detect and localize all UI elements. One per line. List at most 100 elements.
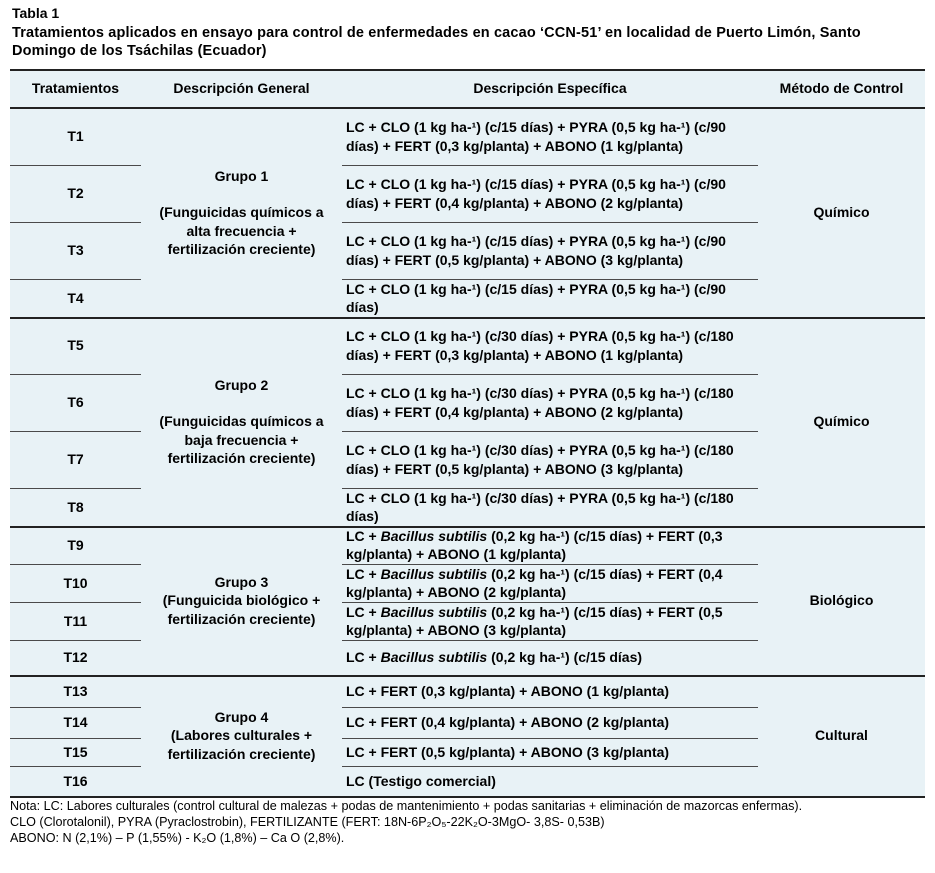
table-rule: [342, 488, 758, 489]
group-cell: Grupo 4 (Labores culturales + fertilizac…: [141, 675, 342, 796]
organism-name: Bacillus subtilis: [380, 649, 488, 666]
description-cell: LC + CLO (1 kg ha-¹) (c/30 días) + PYRA …: [342, 431, 758, 488]
group-detail: (Funguicidas químicos a baja frecuencia …: [159, 413, 324, 466]
table-rule: [10, 796, 925, 798]
table-rule: [342, 738, 758, 739]
table-rule: [10, 69, 925, 71]
table-rule: [10, 165, 141, 166]
table-rule: [342, 431, 758, 432]
treatment-label: T10: [63, 574, 88, 591]
description-prefix: LC +: [346, 603, 381, 620]
table-rule: [10, 640, 141, 641]
method-cell: Químico: [813, 204, 870, 221]
treatment-label: T7: [67, 451, 84, 468]
description-text: LC + FERT (0,5 kg/planta) + ABONO (3 kg/…: [346, 743, 670, 760]
header-descripcion-especifica: Descripción Específica: [473, 79, 627, 96]
treatment-label: T13: [63, 682, 88, 699]
method-cell: Biológico: [809, 592, 874, 609]
method-cell: Cultural: [815, 727, 868, 744]
treatment-label: T12: [63, 649, 88, 666]
table-notes: Nota: LC: Labores culturales (control cu…: [10, 798, 925, 846]
group-detail: (Funguicida biológico + fertilización cr…: [162, 592, 321, 627]
treatment-label: T15: [63, 743, 88, 760]
note-line: CLO (Clorotalonil), PYRA (Pyraclostrobin…: [10, 815, 605, 829]
treatment-label: T6: [67, 394, 84, 411]
organism-name: Bacillus subtilis: [380, 527, 488, 544]
method-cell: Químico: [813, 413, 870, 430]
description-cell: LC + CLO (1 kg ha-¹) (c/30 días) + PYRA …: [342, 374, 758, 431]
table-rule: [10, 374, 141, 375]
description-cell: LC + Bacillus subtilis (0,2 kg ha-¹) (c/…: [342, 564, 758, 602]
table-rule: [10, 707, 141, 708]
description-text: LC + Bacillus subtilis (0,2 kg ha-¹) (c/…: [346, 648, 642, 667]
group-name: Grupo 2: [214, 376, 269, 393]
table-rule: [342, 279, 758, 280]
group-detail: (Funguicidas químicos a alta frecuencia …: [159, 204, 324, 257]
group-name: Grupo 3: [214, 573, 269, 590]
table-rule: [10, 222, 141, 223]
table-rule: [342, 707, 758, 708]
description-text: LC + CLO (1 kg ha-¹) (c/30 días) + PYRA …: [346, 489, 734, 525]
table-rule: [10, 317, 925, 319]
organism-name: Bacillus subtilis: [380, 603, 488, 620]
treatment-label: T9: [67, 536, 84, 553]
description-cell: LC + CLO (1 kg ha-¹) (c/15 días) + PYRA …: [342, 222, 758, 279]
description-cell: LC + CLO (1 kg ha-¹) (c/15 días) + PYRA …: [342, 279, 758, 317]
description-cell: LC + FERT (0,3 kg/planta) + ABONO (1 kg/…: [342, 675, 758, 707]
group-cell: Grupo 3 (Funguicida biológico + fertiliz…: [141, 526, 342, 675]
table-rule: [342, 640, 758, 641]
header-metodo-control: Método de Control: [779, 79, 904, 96]
treatments-table: Tratamientos Descripción General Descrip…: [10, 69, 925, 798]
table-rule: [342, 374, 758, 375]
description-text: LC + CLO (1 kg ha-¹) (c/30 días) + PYRA …: [346, 442, 734, 477]
table-caption: Tratamientos aplicados en ensayo para co…: [12, 25, 861, 59]
table-rule: [10, 738, 141, 739]
header-tratamientos: Tratamientos: [31, 79, 120, 96]
description-prefix: LC +: [346, 649, 381, 666]
treatment-label: T8: [67, 498, 84, 515]
description-suffix: (0,2 kg ha-¹) (c/15 días) + FERT (0,5 kg…: [346, 603, 723, 639]
description-text: LC + CLO (1 kg ha-¹) (c/15 días) + PYRA …: [346, 280, 726, 316]
group-name: Grupo 4: [214, 708, 269, 725]
description-cell: LC + CLO (1 kg ha-¹) (c/15 días) + PYRA …: [342, 165, 758, 222]
organism-name: Bacillus subtilis: [380, 565, 488, 582]
description-suffix: (0,2 kg ha-¹) (c/15 días): [487, 649, 643, 666]
description-suffix: (0,2 kg ha-¹) (c/15 días) + FERT (0,3 kg…: [346, 527, 723, 563]
description-cell: LC + Bacillus subtilis (0,2 kg ha-¹) (c/…: [342, 640, 758, 675]
description-text: LC + CLO (1 kg ha-¹) (c/15 días) + PYRA …: [346, 119, 726, 154]
table-rule: [10, 107, 925, 109]
description-text: LC + Bacillus subtilis (0,2 kg ha-¹) (c/…: [346, 565, 750, 602]
note-line: ABONO: N (2,1%) – P (1,55%) - K₂O (1,8%)…: [10, 831, 345, 845]
table-rule: [10, 279, 141, 280]
description-text: LC + CLO (1 kg ha-¹) (c/30 días) + PYRA …: [346, 385, 734, 420]
description-text: LC + CLO (1 kg ha-¹) (c/15 días) + PYRA …: [346, 176, 726, 211]
note-line: Nota: LC: Labores culturales (control cu…: [10, 799, 803, 813]
table-rule: [342, 766, 758, 767]
description-text: LC + Bacillus subtilis (0,2 kg ha-¹) (c/…: [346, 527, 750, 564]
table-rule: [342, 602, 758, 603]
group-cell: Grupo 1 (Funguicidas químicos a alta fre…: [141, 108, 342, 317]
treatment-label: T2: [67, 185, 84, 202]
table-rule: [10, 675, 925, 677]
group-detail: (Labores culturales + fertilización crec…: [167, 727, 316, 762]
table-label: Tabla 1: [12, 5, 60, 21]
description-cell: LC + CLO (1 kg ha-¹) (c/30 días) + PYRA …: [342, 488, 758, 526]
table-rule: [10, 564, 141, 565]
treatment-label: T16: [63, 772, 88, 789]
treatment-label: T4: [67, 289, 84, 306]
description-cell: LC + FERT (0,5 kg/planta) + ABONO (3 kg/…: [342, 738, 758, 766]
description-text: LC + FERT (0,3 kg/planta) + ABONO (1 kg/…: [346, 682, 670, 699]
treatment-label: T11: [63, 612, 88, 629]
description-suffix: (0,2 kg ha-¹) (c/15 días) + FERT (0,4 kg…: [346, 565, 723, 601]
group-name: Grupo 1: [214, 167, 269, 184]
table-rule: [10, 431, 141, 432]
description-cell: LC + FERT (0,4 kg/planta) + ABONO (2 kg/…: [342, 707, 758, 738]
description-cell: LC + Bacillus subtilis (0,2 kg ha-¹) (c/…: [342, 602, 758, 640]
description-prefix: LC +: [346, 565, 381, 582]
treatment-label: T1: [67, 128, 84, 145]
description-text: LC + CLO (1 kg ha-¹) (c/30 días) + PYRA …: [346, 328, 734, 363]
treatment-label: T5: [67, 337, 84, 354]
description-text: LC + FERT (0,4 kg/planta) + ABONO (2 kg/…: [346, 714, 670, 731]
treatment-label: T3: [67, 242, 84, 259]
table-rule: [342, 165, 758, 166]
